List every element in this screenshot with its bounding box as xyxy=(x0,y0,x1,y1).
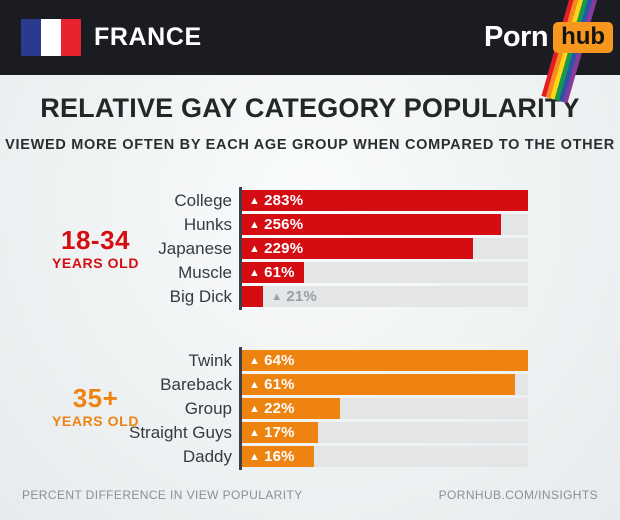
category-label: Group xyxy=(184,399,232,418)
category-label: Big Dick xyxy=(169,287,232,306)
header-bar: FRANCE Porn hub xyxy=(0,0,620,104)
bar-fill xyxy=(242,350,528,371)
logo-hub-badge: hub xyxy=(553,21,614,53)
up-triangle-icon: ▲ xyxy=(249,195,261,207)
bar-fill xyxy=(242,238,474,259)
flag-stripe-red xyxy=(61,19,81,56)
page-title: RELATIVE GAY CATEGORY POPULARITY xyxy=(40,93,580,123)
bar-track: Daddy ▲ 16% xyxy=(183,446,528,469)
bar-track: Big Dick ▲ 21% xyxy=(170,286,528,309)
value-text: 61% xyxy=(264,264,295,281)
chart-axis xyxy=(239,347,242,470)
bar-value: ▲ 22% xyxy=(249,398,295,421)
bar-value: ▲ 16% xyxy=(249,446,295,469)
value-text: 64% xyxy=(264,352,295,369)
age-group-label: 35+ YEARS OLD xyxy=(18,385,173,429)
up-triangle-icon: ▲ xyxy=(249,403,261,415)
bar-rows: Twink ▲ 64% Bareback ▲ 61% Group ▲ 22% Stra… xyxy=(129,350,528,469)
value-text: 16% xyxy=(264,448,295,465)
bar-rows: College ▲ 283% Hunks ▲ 256% Japanese ▲ 229%… xyxy=(158,190,528,309)
country-label: FRANCE xyxy=(94,23,202,51)
value-text: 21% xyxy=(286,288,317,305)
category-label: Daddy xyxy=(182,447,232,466)
up-triangle-icon: ▲ xyxy=(249,243,261,255)
up-triangle-icon: ▲ xyxy=(249,427,261,439)
bar-fill xyxy=(242,422,318,443)
value-text: 22% xyxy=(264,400,295,417)
up-triangle-icon: ▲ xyxy=(249,267,261,279)
flag-stripe-blue xyxy=(21,19,41,56)
bar-track: Hunks ▲ 256% xyxy=(184,214,528,237)
up-triangle-icon: ▲ xyxy=(271,291,283,303)
bar-value: ▲ 229% xyxy=(249,238,303,261)
bar-track: Muscle ▲ 61% xyxy=(178,262,528,285)
chart-axis xyxy=(239,187,242,310)
bar-fill xyxy=(242,398,341,419)
bar-track: Twink ▲ 64% xyxy=(189,350,528,373)
category-label: Straight Guys xyxy=(129,423,232,442)
value-text: 256% xyxy=(264,216,304,233)
footer-note: PERCENT DIFFERENCE IN VIEW POPULARITY xyxy=(22,488,303,502)
up-triangle-icon: ▲ xyxy=(249,379,261,391)
bar-value: ▲ 256% xyxy=(249,214,303,237)
bar-value: ▲ 61% xyxy=(249,262,295,285)
bar-fill xyxy=(242,446,314,467)
age-group-suffix: YEARS OLD xyxy=(51,413,140,429)
bar-track: Japanese ▲ 229% xyxy=(158,238,528,261)
age-group-number: 35+ xyxy=(72,383,119,413)
category-label: College xyxy=(174,191,232,210)
category-label: Bareback xyxy=(160,375,232,394)
bar-track: Group ▲ 22% xyxy=(185,398,528,421)
value-text: 229% xyxy=(264,240,304,257)
bar-value: ▲ 21% xyxy=(271,286,317,309)
up-triangle-icon: ▲ xyxy=(249,451,261,463)
value-text: 283% xyxy=(264,192,304,209)
age-group-number: 18-34 xyxy=(61,225,130,255)
bar-fill xyxy=(242,214,501,235)
up-triangle-icon: ▲ xyxy=(249,355,261,367)
pornhub-logo: Porn hub xyxy=(484,20,614,54)
value-text: 61% xyxy=(264,376,295,393)
category-label: Hunks xyxy=(183,215,232,234)
bar-fill xyxy=(242,190,528,211)
france-flag-icon xyxy=(21,19,81,56)
age-group-label: 18-34 YEARS OLD xyxy=(18,227,173,271)
bar-fill xyxy=(242,374,515,395)
category-label: Twink xyxy=(188,351,232,370)
value-text: 17% xyxy=(264,424,295,441)
age-group-suffix: YEARS OLD xyxy=(51,255,140,271)
bar-fill xyxy=(242,262,304,283)
category-label: Japanese xyxy=(158,239,232,258)
bar-value: ▲ 17% xyxy=(249,422,295,445)
category-label: Muscle xyxy=(178,263,232,282)
bar-track: Bareback ▲ 61% xyxy=(160,374,528,397)
bar-value: ▲ 61% xyxy=(249,374,295,397)
flag-stripe-white xyxy=(41,19,61,56)
chart-18-34: 18-34 YEARS OLD College ▲ 283% Hunks ▲ 256… xyxy=(0,187,620,310)
page-subtitle: VIEWED MORE OFTEN BY EACH AGE GROUP WHEN… xyxy=(5,137,615,153)
logo-porn-text: Porn xyxy=(484,21,549,53)
footer-url: PORNHUB.COM/INSIGHTS xyxy=(438,488,598,502)
bar-value: ▲ 283% xyxy=(249,190,303,213)
bar-track: Straight Guys ▲ 17% xyxy=(129,422,528,445)
bar-fill xyxy=(242,286,264,307)
chart-35-plus: 35+ YEARS OLD Twink ▲ 64% Bareback ▲ 61% G… xyxy=(0,347,620,470)
bar-value: ▲ 64% xyxy=(249,350,295,373)
up-triangle-icon: ▲ xyxy=(249,219,261,231)
bar-track: College ▲ 283% xyxy=(174,190,528,213)
